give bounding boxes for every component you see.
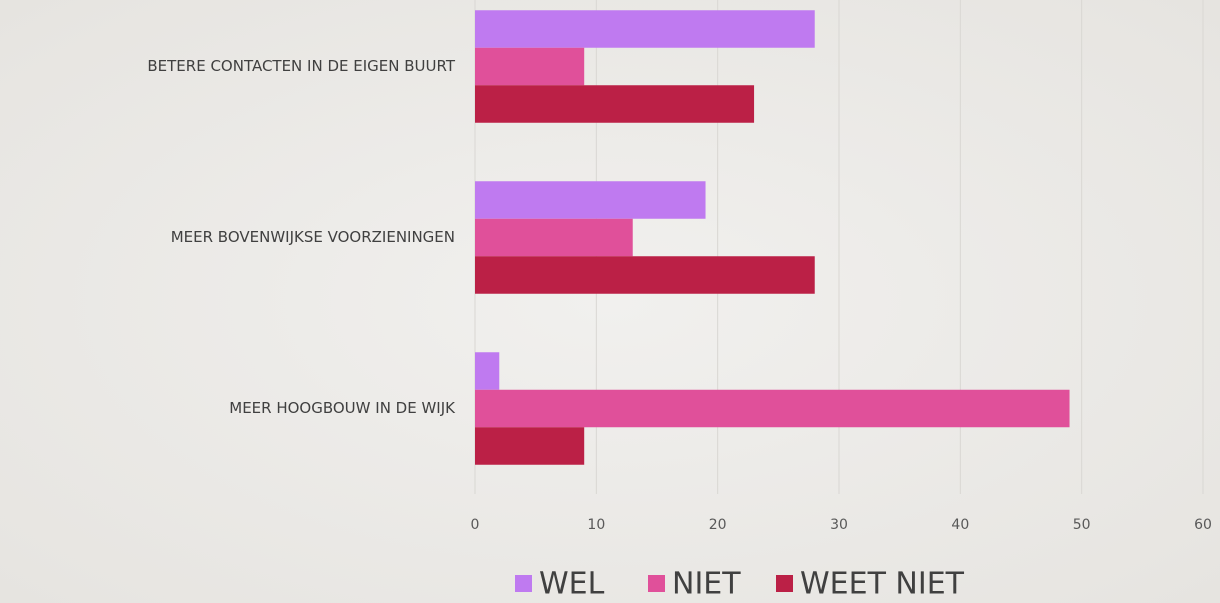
x-tick-label: 30 — [830, 517, 848, 533]
legend-label: NIET — [672, 567, 741, 602]
bar — [475, 352, 500, 390]
bar — [475, 10, 815, 48]
legend-swatch — [648, 575, 665, 592]
bar — [475, 427, 585, 465]
legend-swatch — [515, 575, 532, 592]
x-tick-label: 50 — [1073, 517, 1091, 533]
bar — [475, 47, 585, 86]
legend-label: WEET NIET — [800, 567, 965, 602]
bar — [475, 85, 755, 123]
legend-swatch — [776, 575, 793, 592]
bar — [475, 181, 706, 219]
bar — [475, 256, 815, 294]
category-label: MEER HOOGBOUW IN DE WIJK — [229, 399, 456, 417]
x-tick-label: 60 — [1194, 517, 1212, 533]
category-label: BETERE CONTACTEN IN DE EIGEN BUURT — [147, 57, 455, 75]
legend-label: WEL — [539, 567, 605, 602]
x-tick-label: 10 — [587, 517, 605, 533]
bar — [475, 218, 633, 257]
x-tick-label: 0 — [471, 517, 480, 533]
x-tick-label: 40 — [951, 517, 969, 533]
bar — [475, 389, 1070, 428]
category-label: MEER BOVENWIJKSE VOORZIENINGEN — [171, 228, 455, 246]
x-tick-label: 20 — [709, 517, 727, 533]
